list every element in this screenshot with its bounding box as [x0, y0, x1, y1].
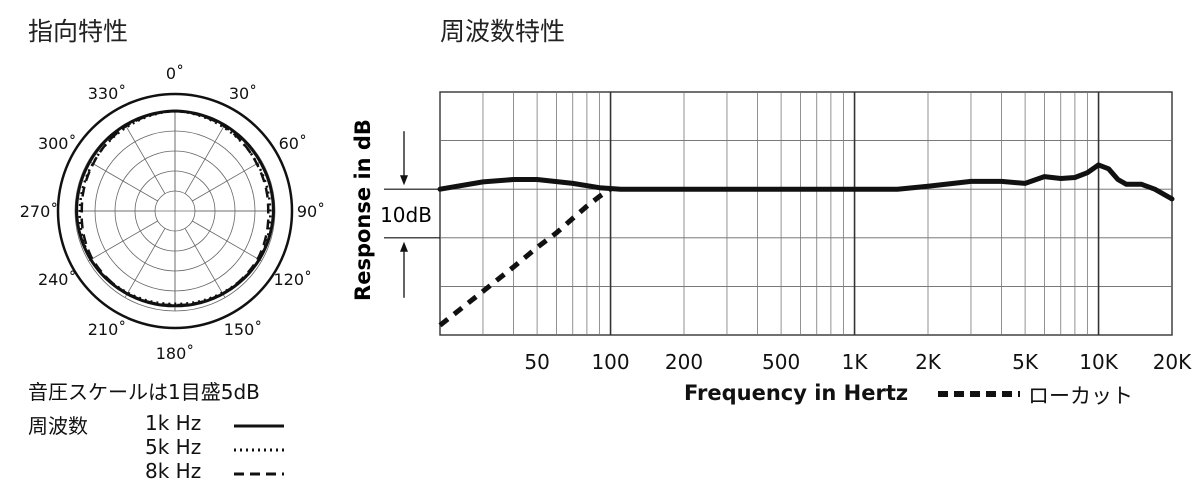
- freq-series: [437, 162, 1175, 328]
- legend-label-8k: 8k Hz: [145, 459, 202, 483]
- angle-label: 120˚: [274, 270, 313, 289]
- db-scale-indicator: [384, 131, 440, 298]
- x-tick-label: 100: [591, 350, 629, 374]
- scale-label: 10dB: [380, 203, 432, 227]
- polar-series-dashed: [80, 109, 270, 307]
- angle-label: 30˚: [229, 84, 257, 103]
- angle-label: 270˚: [20, 202, 58, 221]
- x-tick-label: 200: [665, 350, 703, 374]
- x-tick-label: 2K: [915, 350, 942, 374]
- polar-spoke: [184, 228, 226, 298]
- scale-arrowhead-top: [400, 175, 408, 186]
- polar-spoke: [124, 124, 166, 194]
- x-tick-label: 50: [524, 350, 549, 374]
- polar-grid: [56, 92, 294, 330]
- freq-plot-frame: [439, 91, 1173, 336]
- lowcut-label: ローカット: [1028, 384, 1133, 408]
- response-curve: [437, 162, 1175, 202]
- polar-series-dotted: [78, 109, 272, 306]
- polar-spoke: [192, 160, 262, 202]
- x-tick-labels: 50 100 200 500 1K 2K 5K 10K 20K: [524, 350, 1192, 374]
- polar-spoke: [88, 220, 158, 262]
- lowcut-swatch: [938, 391, 1020, 397]
- legend-label-1k: 1k Hz: [145, 411, 202, 435]
- angle-label: 240˚: [38, 270, 77, 289]
- polar-spoke: [192, 220, 262, 262]
- polar-spoke: [88, 160, 158, 202]
- polar-title: 指向特性: [28, 17, 129, 46]
- legend-swatch-dashed: [234, 472, 284, 476]
- polar-series-solid: [75, 109, 275, 308]
- angle-label: 150˚: [224, 320, 263, 339]
- polar-angle-labels: 0˚ 30˚ 60˚ 90˚ 120˚ 150˚ 180˚ 210˚ 240˚ 270˚ 300˚ 3…: [20, 64, 325, 363]
- angle-label: 330˚: [88, 84, 127, 103]
- x-tick-label: 20K: [1153, 350, 1192, 374]
- legend-item-5k: 5k Hz: [145, 435, 201, 459]
- scale-note: 音圧スケールは1目盛5dB: [28, 380, 260, 404]
- legend-label-5k: 5k Hz: [145, 435, 202, 459]
- polar-spoke: [184, 124, 226, 194]
- y-axis-label: Response in dB: [351, 119, 375, 301]
- angle-label: 210˚: [88, 320, 127, 339]
- legend-swatch-solid: [234, 424, 284, 428]
- x-tick-label: 5K: [1012, 350, 1039, 374]
- legend-item-1k: 1k Hz: [145, 411, 201, 435]
- angle-label: 90˚: [297, 202, 325, 221]
- polar-series: [75, 109, 275, 308]
- frequency-chart: Response in dB 10dB 50 100 200 500 1K 2K 5K 10K…: [351, 91, 1192, 374]
- freq-grid: [439, 91, 1173, 336]
- polar-outer-ring: [56, 92, 294, 330]
- freq-legend-label: 周波数: [28, 414, 88, 438]
- polar-spoke: [124, 228, 166, 298]
- angle-label: 0˚: [166, 64, 184, 83]
- x-tick-label: 1K: [842, 350, 869, 374]
- angle-label: 60˚: [279, 134, 307, 153]
- lowcut-curve: [438, 187, 612, 328]
- scale-arrowhead-bottom: [400, 241, 408, 252]
- freq-title: 周波数特性: [440, 17, 566, 46]
- legend-swatch-dotted: [234, 448, 284, 452]
- x-axis-label: Frequency in Hertz: [684, 381, 909, 405]
- angle-label: 180˚: [156, 344, 195, 363]
- x-tick-label: 500: [762, 350, 800, 374]
- legend-item-8k: 8k Hz: [145, 459, 201, 483]
- angle-label: 300˚: [38, 134, 77, 153]
- x-tick-label: 10K: [1079, 350, 1118, 374]
- polar-chart: 0˚ 30˚ 60˚ 90˚ 120˚ 150˚ 180˚ 210˚ 240˚ 270˚ 300˚ 3…: [20, 64, 325, 363]
